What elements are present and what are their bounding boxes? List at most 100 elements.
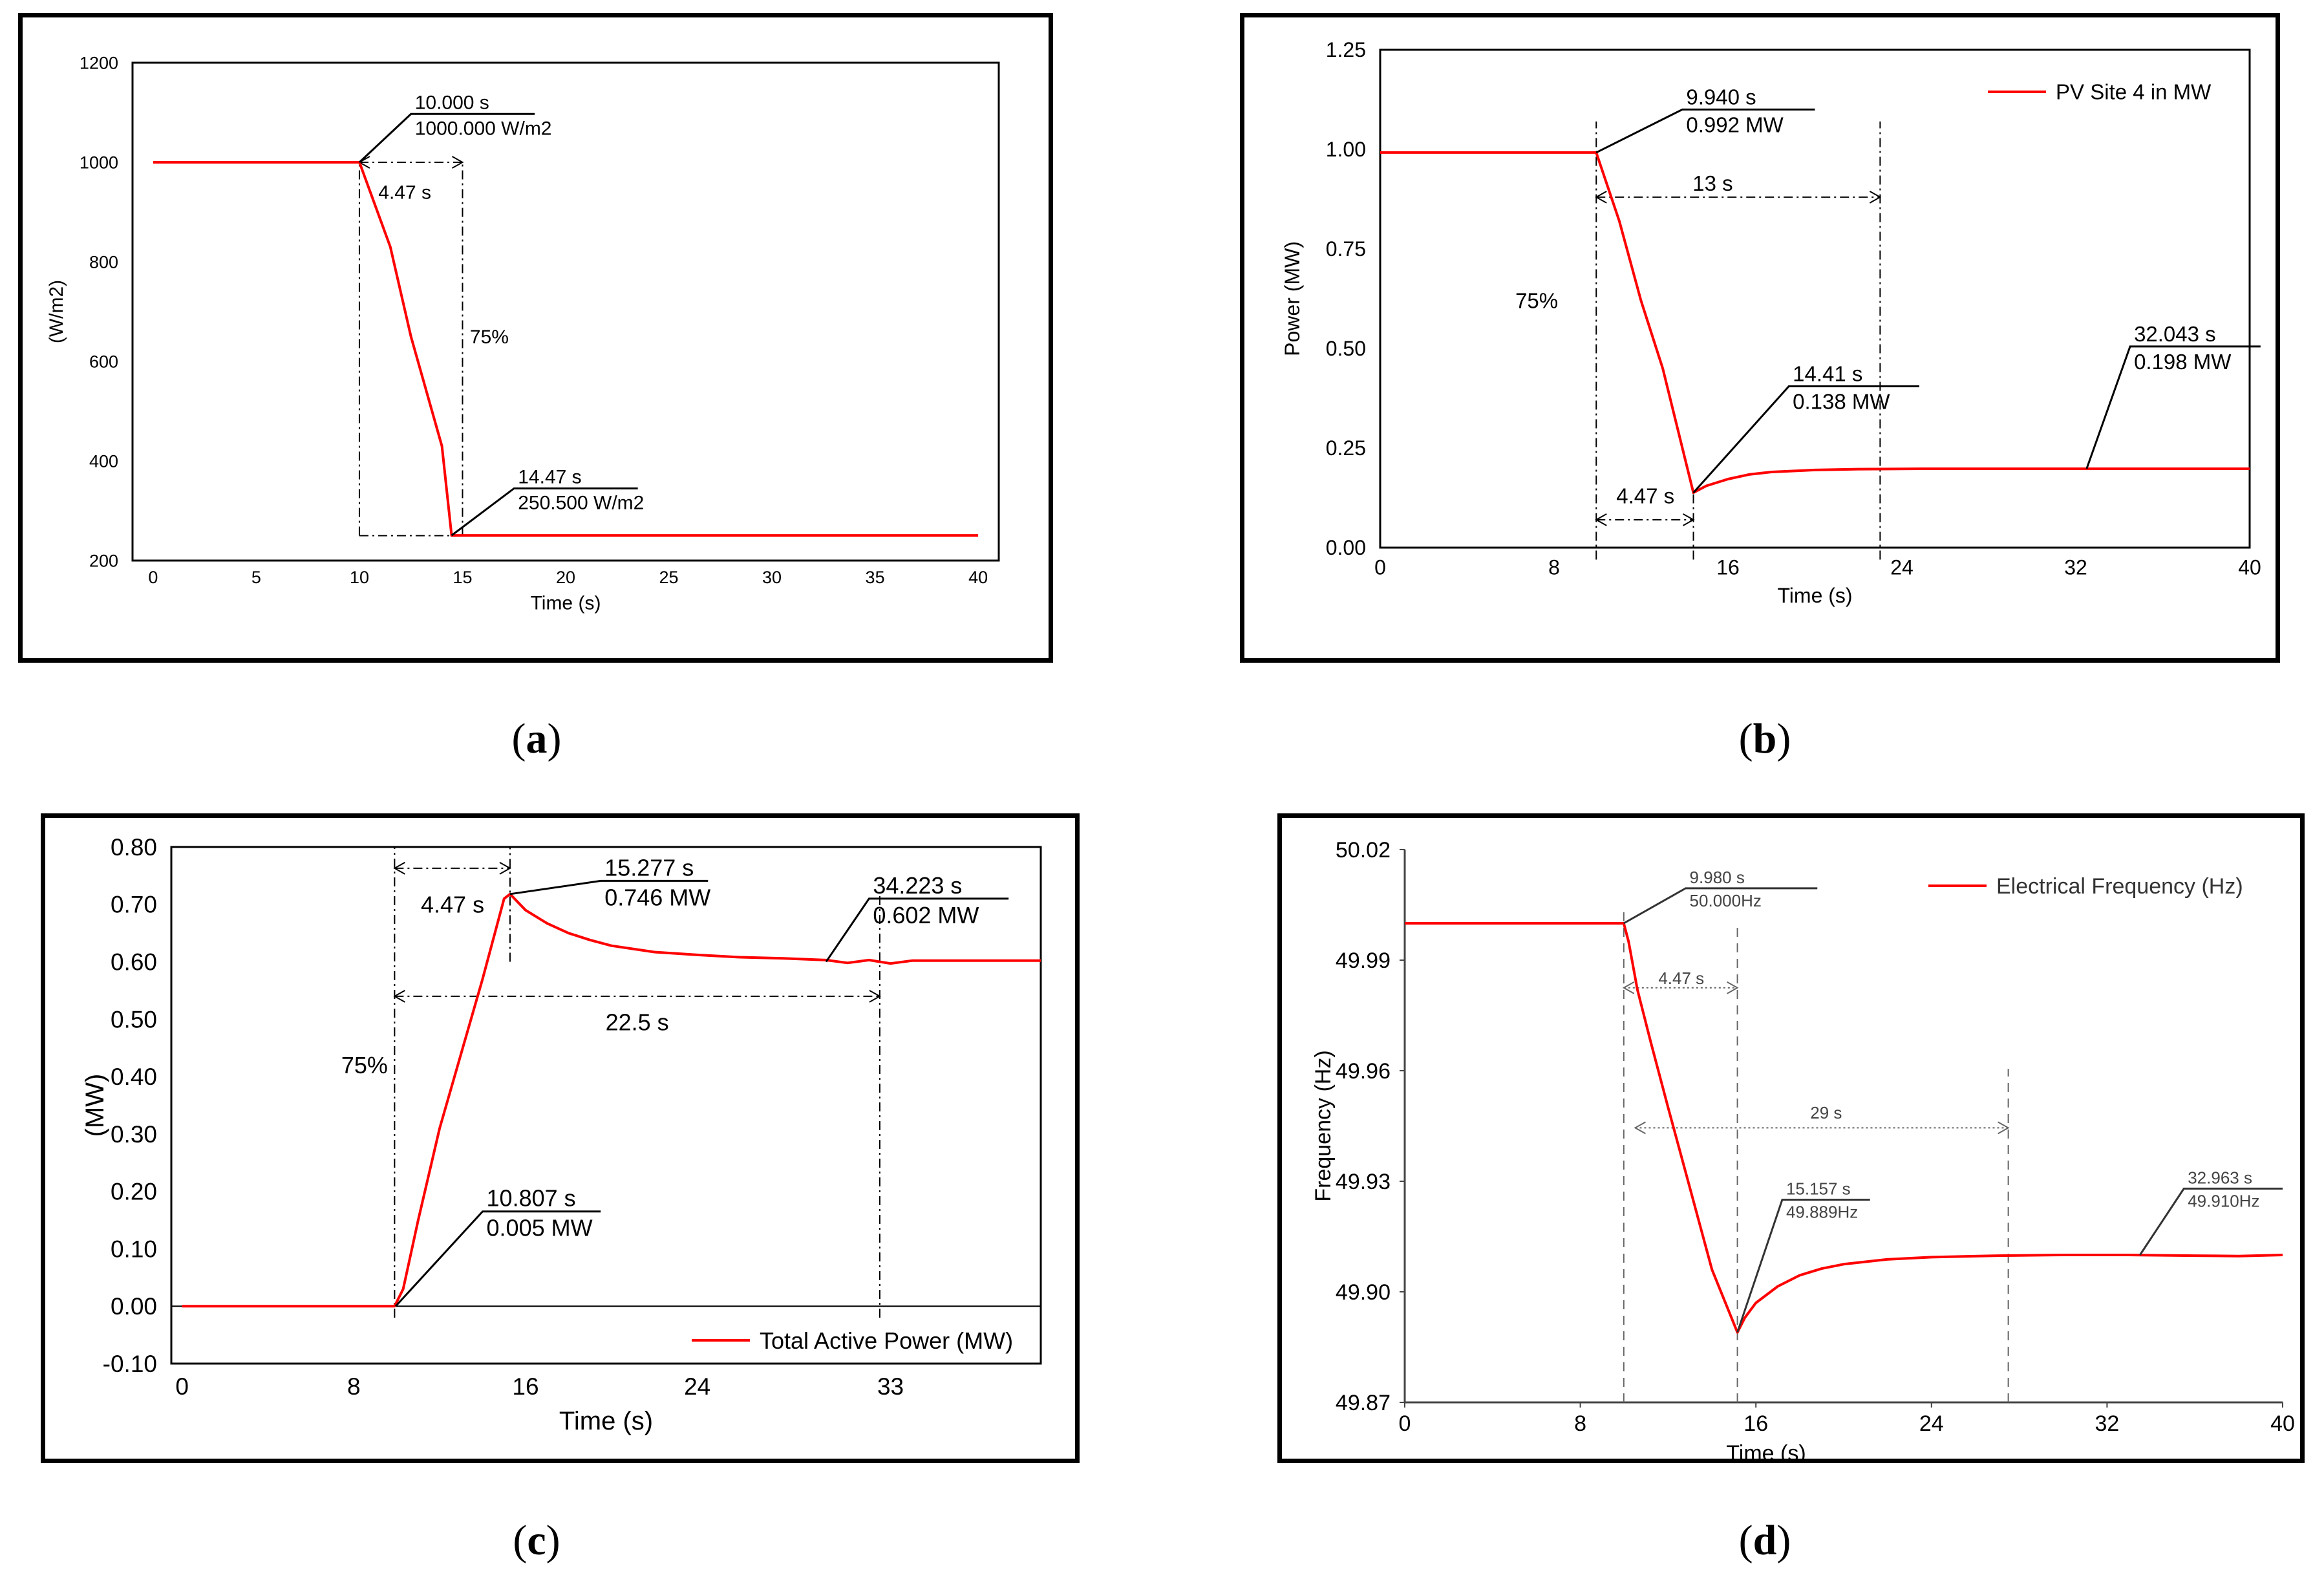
y-tick-label: 0.75 [1326,237,1366,261]
chart-panel-b: 0.00 0.25 0.50 0.75 1.00 1.25 0 8 16 24 32 40 Time (… [1240,13,2280,663]
y-tick-label: 50.02 [1336,838,1391,863]
callout-value-label: 50.000Hz [1690,891,1762,910]
arrow-head-left [393,861,405,875]
callout-time-label: 10.000 s [415,92,489,113]
callout-time-label: 32.963 s [2188,1168,2252,1187]
callout-leader [2085,345,2261,469]
y-tick-label: 200 [89,551,118,570]
callout-value-label: 0.992 MW [1686,113,1784,136]
callout-value-label: 0.198 MW [2134,350,2232,374]
y-tick-label: 0.80 [111,834,157,861]
callout-time-label: 15.277 s [604,854,694,881]
x-tick-label: 40 [968,568,988,587]
x-tick-label: 0 [1374,556,1386,579]
x-tick-label: 16 [1716,556,1740,579]
x-tick-label: 8 [1548,556,1560,579]
y-tick-label: 0.70 [111,892,157,918]
x-tick-label: 24 [1919,1411,1944,1436]
arrow-head-left [1622,981,1635,994]
x-tick-label: 15 [453,568,472,587]
x-tick-label: 24 [1890,556,1914,579]
y-tick-label: 800 [89,252,118,272]
callout-time-label: 32.043 s [2134,322,2216,346]
callout-time-label: 9.980 s [1690,868,1745,887]
x-tick-label: 35 [866,568,885,587]
span-label: 29 s [1810,1103,1842,1122]
x-tick-label: 32 [2095,1411,2119,1436]
x-tick-label: 0 [1399,1411,1411,1436]
chart-panel-c: -0.10 0.00 0.10 0.20 0.30 0.40 0.50 0.60 0.70 0.8… [41,813,1080,1463]
legend-label: Total Active Power (MW) [760,1327,1013,1354]
x-tick-label: 25 [659,568,679,587]
callout-value-label: 1000.000 W/m2 [415,118,552,139]
y-tick-label: 600 [89,352,118,371]
caption-c: (c) [513,1517,560,1564]
y-tick-label: 0.60 [111,949,157,976]
callout-time-label: 9.940 s [1686,85,1756,109]
arrow-head-left [1595,513,1607,526]
callout-leader [825,897,1009,963]
x-tick-label: 40 [2270,1411,2295,1436]
y-tick-label: 400 [89,451,118,471]
y-tick-label: 0.50 [1326,337,1366,360]
x-tick-label: 40 [2238,556,2261,579]
y-tick-label: 1.00 [1326,138,1366,161]
callout-value-label: 49.910Hz [2188,1191,2259,1210]
callout-value-label: 0.005 MW [487,1215,593,1241]
callout-value-label: 0.602 MW [873,902,979,928]
x-tick-label: 5 [251,568,261,587]
x-tick-label: 8 [347,1373,361,1400]
y-tick-label: 0.50 [111,1006,157,1033]
y-tick-label: 1000 [80,153,118,172]
y-tick-label: 0.30 [111,1121,157,1148]
x-tick-label: 30 [762,568,782,587]
span-label: 13 s [1692,171,1732,195]
x-tick-label: 33 [877,1373,904,1400]
y-axis-title: Power (MW) [1281,241,1304,356]
span-label: 22.5 s [606,1009,669,1035]
y-tick-label: 0.40 [111,1064,157,1090]
x-tick-label: 0 [148,568,158,587]
caption-b: (b) [1738,715,1791,762]
y-tick-label: 49.90 [1336,1280,1391,1305]
y-axis-title: (MW) [81,1074,109,1137]
chart-c-svg: -0.10 0.00 0.10 0.20 0.30 0.40 0.50 0.60 0.70 0.8… [81,834,1042,1435]
callout-leader [2139,1187,2283,1256]
callout-leader [1623,887,1818,925]
span-label: 4.47 s [378,182,431,204]
callout-time-label: 14.47 s [518,466,581,488]
x-axis-title: Time (s) [1777,584,1852,607]
callout-time-label: 14.41 s [1793,362,1862,386]
span-label: 4.47 s [1616,484,1674,508]
x-tick-label: 32 [2064,556,2087,579]
legend-label: Electrical Frequency (Hz) [1996,874,2243,899]
y-axis-title: Frequency (Hz) [1311,1050,1336,1201]
chart-panel-d: 49.87 49.90 49.93 49.96 49.99 50.02 0 8 16 24 32 40… [1277,813,2305,1463]
y-tick-label: 0.20 [111,1179,157,1205]
y-tick-label: -0.10 [103,1351,157,1377]
callout-leader [1692,385,1919,493]
y-tick-label: 1.25 [1326,38,1366,61]
chart-a-svg: 200 400 600 800 1000 1200 0 5 10 15 20 25 30 35 40 Time… [46,53,1000,614]
y-tick-label: 49.93 [1336,1170,1391,1194]
y-tick-label: 0.00 [111,1293,157,1320]
callout-leader [358,113,535,164]
arrow-head-right [1683,513,1695,526]
plot-frame [170,846,1042,1365]
callout-leader [394,1210,601,1307]
x-axis-title: Time (s) [559,1407,653,1435]
x-tick-label: 16 [1743,1411,1768,1436]
series-line [182,892,1041,1308]
arrow-head-right [1998,1121,2010,1135]
callout-time-label: 34.223 s [873,872,962,899]
series-line [1380,151,2250,494]
x-tick-label: 0 [175,1373,189,1400]
callout-leader [1595,108,1815,154]
arrow-head-right [869,989,881,1003]
x-tick-label: 10 [350,568,369,587]
callout-time-label: 10.807 s [487,1185,576,1212]
span-label: 4.47 s [421,891,484,917]
caption-a: (a) [511,715,562,762]
percent-note: 75% [341,1052,388,1078]
callout-leader [1736,1199,1870,1333]
